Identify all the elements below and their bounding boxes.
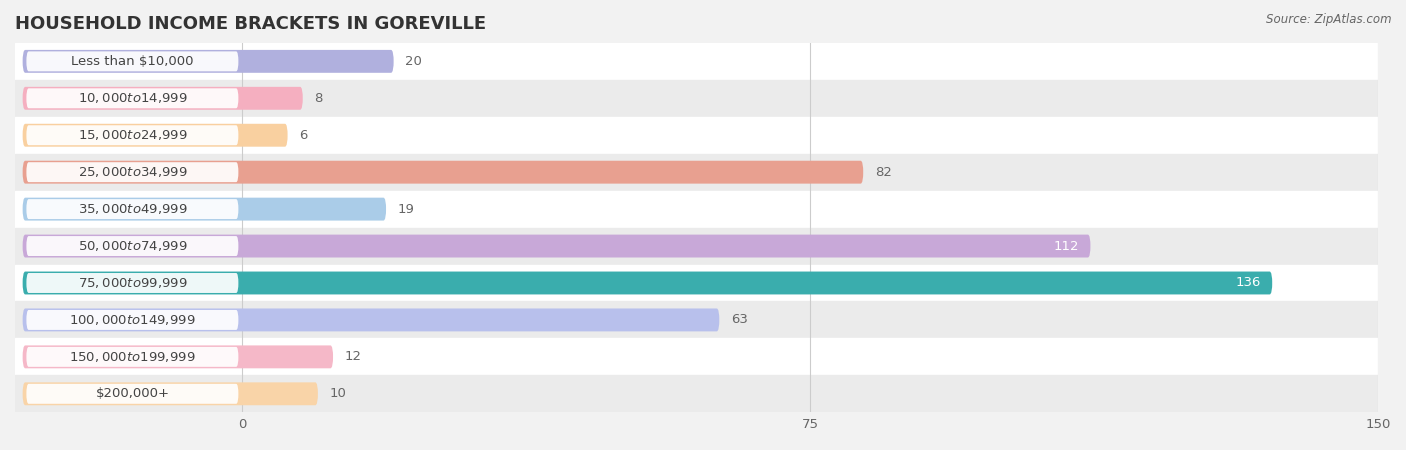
Bar (15, 375, 1378, 412)
FancyBboxPatch shape (22, 161, 863, 184)
Bar (15, 265, 1378, 302)
Bar (15, 302, 1378, 338)
FancyBboxPatch shape (22, 346, 333, 368)
Bar (15, 228, 1378, 265)
Text: 6: 6 (299, 129, 308, 142)
Bar (15, 191, 1378, 228)
Text: 8: 8 (314, 92, 322, 105)
Text: $50,000 to $74,999: $50,000 to $74,999 (77, 239, 187, 253)
FancyBboxPatch shape (22, 198, 387, 220)
FancyBboxPatch shape (22, 309, 720, 331)
FancyBboxPatch shape (27, 51, 239, 72)
Text: $75,000 to $99,999: $75,000 to $99,999 (77, 276, 187, 290)
Text: $15,000 to $24,999: $15,000 to $24,999 (77, 128, 187, 142)
FancyBboxPatch shape (22, 382, 318, 405)
Text: 20: 20 (405, 55, 422, 68)
FancyBboxPatch shape (27, 162, 239, 182)
Text: Less than $10,000: Less than $10,000 (72, 55, 194, 68)
FancyBboxPatch shape (22, 271, 1272, 294)
FancyBboxPatch shape (27, 384, 239, 404)
Text: 82: 82 (875, 166, 891, 179)
FancyBboxPatch shape (27, 273, 239, 293)
FancyBboxPatch shape (27, 88, 239, 108)
Text: $25,000 to $34,999: $25,000 to $34,999 (77, 165, 187, 179)
Text: 63: 63 (731, 314, 748, 326)
Text: 136: 136 (1236, 276, 1261, 289)
Text: Source: ZipAtlas.com: Source: ZipAtlas.com (1267, 14, 1392, 27)
FancyBboxPatch shape (22, 87, 302, 110)
Text: $200,000+: $200,000+ (96, 387, 169, 400)
Bar (15, 154, 1378, 191)
Text: 19: 19 (398, 202, 415, 216)
FancyBboxPatch shape (27, 347, 239, 367)
Text: HOUSEHOLD INCOME BRACKETS IN GOREVILLE: HOUSEHOLD INCOME BRACKETS IN GOREVILLE (15, 15, 486, 33)
Text: $10,000 to $14,999: $10,000 to $14,999 (77, 91, 187, 105)
Text: 10: 10 (329, 387, 346, 400)
Bar (15, 43, 1378, 80)
Text: 12: 12 (344, 351, 361, 363)
FancyBboxPatch shape (27, 310, 239, 330)
FancyBboxPatch shape (27, 125, 239, 145)
FancyBboxPatch shape (22, 234, 1091, 257)
FancyBboxPatch shape (27, 236, 239, 256)
FancyBboxPatch shape (22, 50, 394, 73)
Bar (15, 338, 1378, 375)
Bar (15, 80, 1378, 117)
FancyBboxPatch shape (22, 124, 288, 147)
Text: $150,000 to $199,999: $150,000 to $199,999 (69, 350, 195, 364)
Bar (15, 117, 1378, 154)
FancyBboxPatch shape (27, 199, 239, 219)
Text: $35,000 to $49,999: $35,000 to $49,999 (77, 202, 187, 216)
Text: $100,000 to $149,999: $100,000 to $149,999 (69, 313, 195, 327)
Text: 112: 112 (1053, 239, 1080, 252)
